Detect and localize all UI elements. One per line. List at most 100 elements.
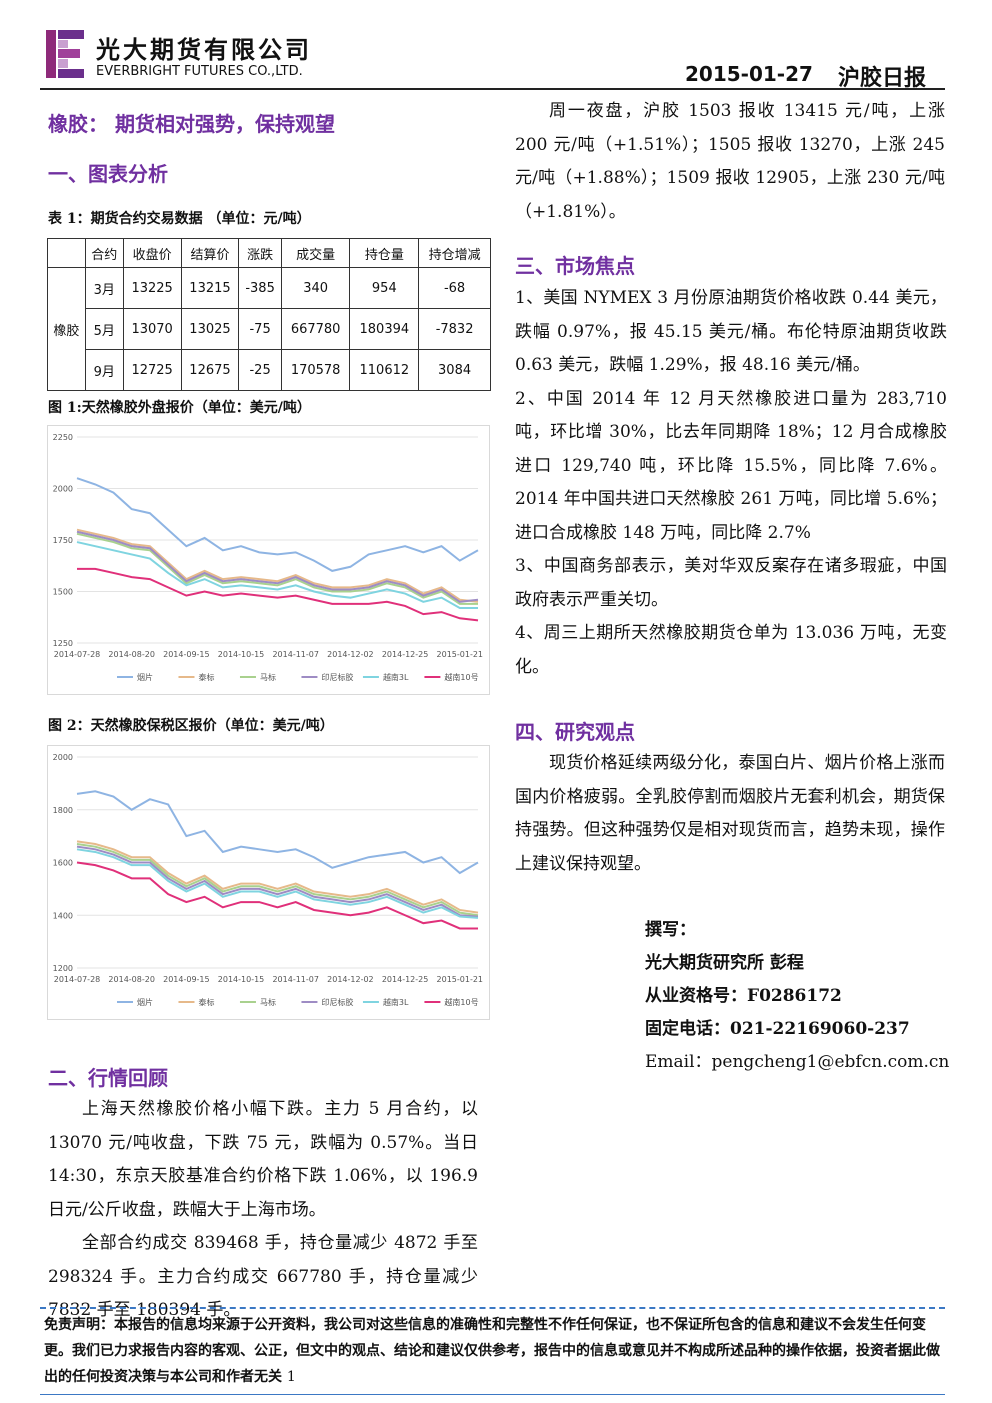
table-row: 9月 12725 12675 -25 170578 110612 3084 (48, 349, 491, 391)
series-line (76, 530, 479, 603)
header-rule (40, 88, 945, 90)
x-tick-label: 2015-01-21 (437, 975, 484, 984)
x-tick-label: 2014-12-02 (327, 975, 374, 984)
legend-label: 越南3L (383, 672, 409, 682)
header-cell: 持仓量 (349, 238, 420, 268)
legend-label: 泰标 (198, 672, 214, 682)
series-line (76, 848, 479, 919)
company-cn: 光大期货有限公司 (96, 35, 312, 64)
section-title: 三、市场焦点 (515, 254, 635, 278)
series-line (76, 790, 479, 875)
group-cell: 橡胶 (47, 267, 86, 391)
disclaimer-text: 免责声明：本报告的信息均来源于公开资料，我公司对这些信息的准确性和完整性不作任何… (44, 1317, 940, 1385)
headline: 橡胶： 期货相对强势，保持观望 (48, 112, 335, 136)
table-row: 橡胶 3月 13225 13215 -385 340 954 -68 (47, 267, 491, 391)
cell: -385 (238, 267, 282, 309)
header-cell: 持仓增减 (418, 238, 491, 268)
section-title: 二、行情回顾 (48, 1066, 168, 1090)
series-line (76, 840, 479, 914)
y-tick-label: 1200 (53, 964, 73, 973)
cell: 13070 (122, 308, 182, 350)
y-tick-label: 1800 (53, 806, 73, 815)
y-tick-label: 1400 (53, 911, 73, 920)
page-number: 1 (286, 1369, 296, 1385)
cell: -75 (238, 308, 282, 350)
list-item: 4、周三上期所天然橡胶期货仓单为 13.036 万吨，无变化。 (515, 623, 947, 677)
series-line (76, 541, 478, 609)
author-email: Email：pengcheng1@ebfcn.com.cn (645, 1052, 950, 1072)
report-date: 2015-01-27 (685, 62, 813, 86)
legend-label: 印尼标胶 (321, 672, 353, 682)
cell: 110612 (349, 349, 420, 391)
x-tick-label: 2014-09-15 (163, 975, 210, 984)
cell: 5月 (84, 308, 124, 350)
legend-label: 越南10号 (444, 672, 478, 682)
header-cell: 合约 (84, 238, 124, 268)
chart: 1250 1500 1750 2000 2250 2014-07-28 2014-08-20… (47, 425, 490, 695)
figure-caption: 图 1:天然橡胶外盘报价（单位：美元/吨） (48, 400, 311, 416)
author-label: 撰写： (645, 920, 696, 940)
paragraph: 上海天然橡胶价格小幅下跌。主力 5 月合约，以 13070 元/吨收盘，下跌 7… (48, 1099, 478, 1220)
paragraph: 周一夜盘，沪胶 1503 报收 13415 元/吨，上涨 200 元/吨（+1.… (515, 101, 945, 222)
x-tick-label: 2015-01-21 (437, 650, 484, 659)
legend-label: 越南3L (383, 997, 409, 1007)
legend-label: 马标 (260, 997, 276, 1007)
x-tick-label: 2014-08-20 (108, 975, 155, 984)
focus-list: 1、美国 NYMEX 3 月份原油期货价格收跌 0.44 美元，跌幅 0.97%… (515, 282, 947, 684)
y-tick-label: 1750 (53, 536, 73, 545)
cell: -25 (238, 349, 282, 391)
review: 上海天然橡胶价格小幅下跌。主力 5 月合约，以 13070 元/吨收盘，下跌 7… (48, 1093, 478, 1328)
series-line (76, 861, 478, 930)
cell: 667780 (280, 308, 351, 350)
author-license: 从业资格号：F0286172 (645, 986, 842, 1006)
series-line (77, 567, 479, 622)
cell: 12725 (122, 349, 182, 391)
legend-label: 马标 (260, 672, 276, 682)
paragraph: 全部合约成交 839468 手，持仓量减少 4872 手至 298324 手。主… (48, 1233, 478, 1320)
author-name: 光大期货研究所 彭程 (645, 953, 804, 973)
figure-caption: 图 2：天然橡胶保税区报价（单位：美元/吨） (48, 718, 334, 734)
series-line (76, 843, 479, 917)
y-tick-label: 1250 (53, 639, 73, 648)
y-tick-label: 2000 (53, 485, 73, 494)
x-tick-label: 2014-07-28 (54, 975, 101, 984)
author-block: 撰写： 光大期货研究所 彭程 从业资格号：F0286172 固定电话：021-2… (645, 914, 949, 1079)
cell: 13025 (180, 308, 240, 350)
paragraph: 现货价格延续两级分化，泰国白片、烟片价格上涨而国内价格疲弱。全乳胶停割而烟胶片无… (515, 753, 945, 874)
cell: -7832 (418, 308, 491, 350)
x-tick-label: 2014-07-28 (54, 650, 101, 659)
x-tick-label: 2014-08-20 (108, 650, 155, 659)
header-cell: 结算价 (180, 238, 240, 268)
legend-label: 烟片 (137, 997, 153, 1007)
author-phone: 固定电话：021-22169060-237 (645, 1019, 910, 1039)
x-tick-label: 2014-10-15 (218, 650, 265, 659)
series-line (76, 845, 479, 918)
y-tick-label: 1600 (53, 859, 73, 868)
series-line (76, 528, 479, 603)
cell: 170578 (280, 349, 351, 391)
list-item: 3、中国商务部表示，美对华双反案存在诸多瑕疵，中国政府表示严重关切。 (515, 556, 947, 610)
cell: 3月 (84, 267, 124, 309)
legend-label: 印尼标胶 (321, 997, 353, 1007)
cell: 13215 (180, 267, 240, 309)
cell: -68 (418, 267, 491, 309)
series-line (76, 532, 478, 605)
chart: 1200 1400 1600 1800 2000 2014-07-28 2014-08-20… (47, 745, 490, 1020)
chart-frame (47, 425, 490, 695)
header-cell: 涨跌 (238, 238, 282, 268)
cell: 12675 (180, 349, 240, 391)
series-line (76, 477, 479, 572)
data-table: 合约 收盘价 结算价 涨跌 成交量 持仓量 持仓增减 橡胶 3月 13225 13215 -385 3… (47, 238, 491, 391)
table-row: 5月 13070 13025 -75 667780 180394 -7832 (48, 308, 491, 350)
header-cell: 收盘价 (122, 238, 182, 268)
disclaimer: 免责声明：本报告的信息均来源于公开资料，我公司对这些信息的准确性和完整性不作任何… (40, 1307, 945, 1395)
company-en: EVERBRIGHT FUTURES CO.,LTD. (96, 64, 303, 79)
cell: 180394 (349, 308, 420, 350)
x-tick-label: 2014-12-02 (327, 650, 374, 659)
x-tick-label: 2014-10-15 (218, 975, 265, 984)
cell: 9月 (84, 349, 124, 391)
x-tick-label: 2014-12-25 (382, 975, 429, 984)
x-tick-label: 2014-12-25 (382, 650, 429, 659)
x-tick-label: 2014-11-07 (272, 650, 319, 659)
